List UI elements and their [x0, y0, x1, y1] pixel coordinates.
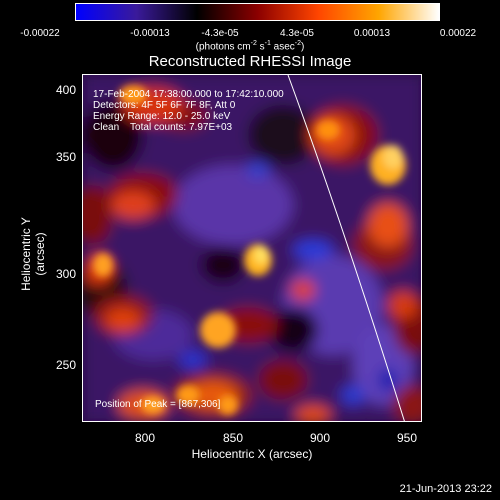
rhessi-image-canvas	[83, 75, 421, 421]
y-tick: 400	[55, 83, 76, 97]
detectors-info: Detectors: 4F 5F 6F 7F 8F, Att 0	[93, 100, 236, 111]
date-stamp: 21-Jun-2013 23:22	[399, 483, 492, 495]
peak-position: Position of Peak = [867,306]	[95, 399, 221, 410]
colorbar-tick: 4.3e-05	[280, 28, 314, 39]
colorbar-tick: -4.3e-05	[201, 28, 239, 39]
y-tick: 300	[55, 267, 76, 281]
colorbar-tick: 0.00022	[439, 28, 477, 39]
colorbar-tick: -0.00022	[20, 28, 60, 39]
colorbar-tick: -0.00013	[130, 28, 170, 39]
solar-limb	[287, 75, 405, 421]
clean-info: Clean Total counts: 7.97E+03	[93, 122, 233, 133]
energy-range: Energy Range: 12.0 - 25.0 keV	[93, 111, 231, 122]
x-axis-label: Heliocentric X (arcsec)	[191, 447, 313, 461]
x-tick: 800	[134, 431, 156, 445]
rhessi-image: 17-Feb-2004 17:38:00.000 to 17:42:10.000…	[82, 74, 422, 422]
y-tick: 350	[55, 150, 76, 164]
x-tick: 850	[222, 431, 244, 445]
colorbar	[75, 3, 440, 21]
plot-title: Reconstructed RHESSI Image	[148, 53, 352, 70]
colorbar-tick: 0.00013	[353, 28, 391, 39]
y-tick: 250	[55, 358, 76, 372]
colorbar-units: (photons cm-2 s-1 asec-2)	[195, 40, 305, 53]
x-tick: 950	[396, 431, 418, 445]
x-tick: 900	[309, 431, 331, 445]
time-range: 17-Feb-2004 17:38:00.000 to 17:42:10.000	[93, 89, 284, 100]
y-axis-label: Heliocentric Y (arcsec)	[19, 217, 47, 291]
